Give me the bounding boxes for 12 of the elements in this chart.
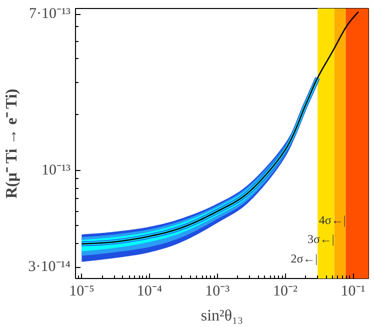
y-tick-label: 7·10⁻¹³ <box>29 6 72 22</box>
y-tick-label: 10⁻¹³ <box>42 162 72 178</box>
x-tick-label: 10⁻⁴ <box>136 284 162 300</box>
x-axis-title: sin²θ₁₃ <box>200 308 244 324</box>
x-tick-label: 10⁻⁵ <box>69 284 94 300</box>
annotation: 2σ←| <box>290 252 318 266</box>
y-axis-title: R(μ⁻ Ti → e⁻ Ti) <box>3 88 20 199</box>
x-tick-label: 10⁻² <box>272 284 298 300</box>
x-tick-label: 10⁻¹ <box>340 284 366 300</box>
annotation: 4σ←| <box>318 212 346 227</box>
y-tick-label: 3·10⁻¹⁴ <box>28 259 71 276</box>
x-tick-label: 10⁻³ <box>205 284 230 300</box>
